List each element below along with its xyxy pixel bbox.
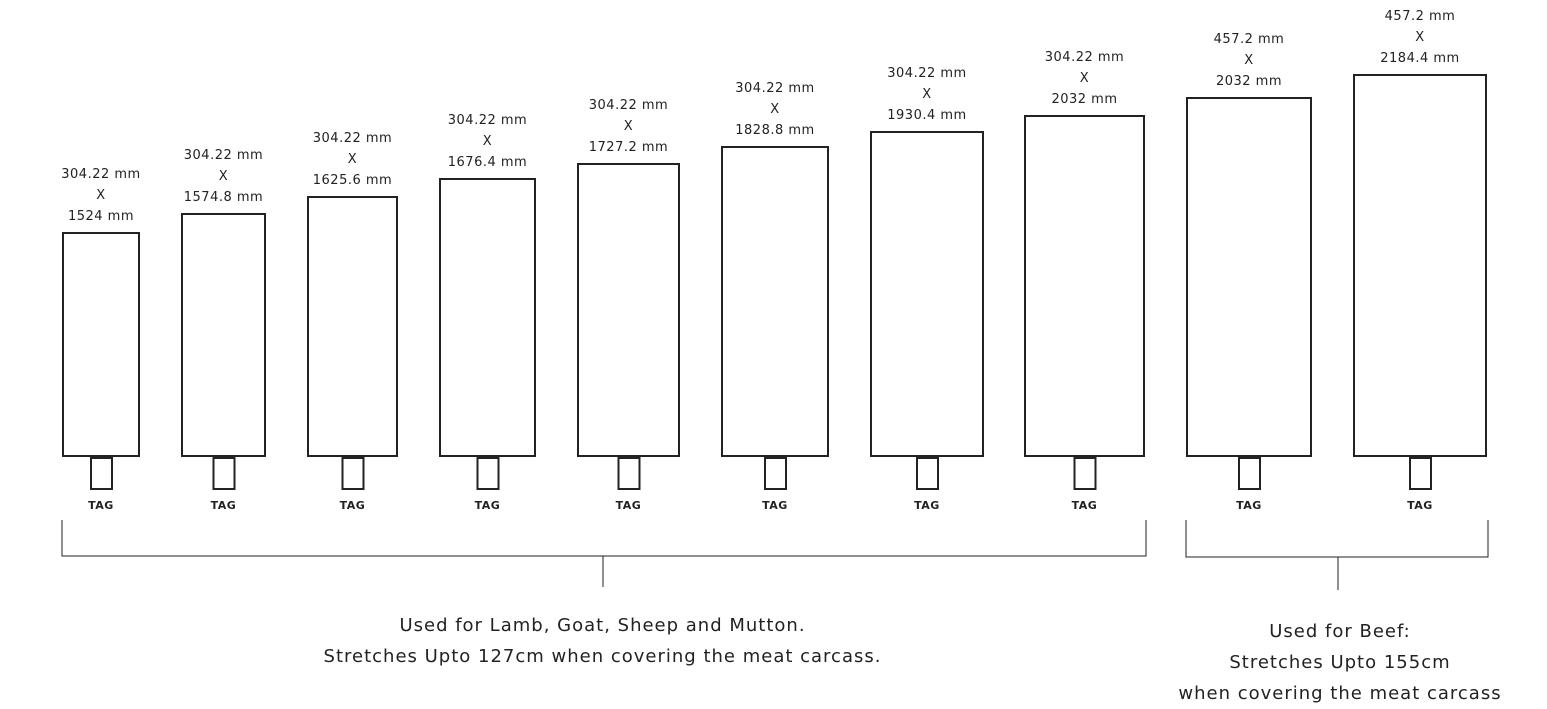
width-label: 304.22 mm	[448, 113, 527, 128]
height-label: 1625.6 mm	[313, 173, 392, 188]
size-item: 304.22 mm X 1524 mm TAG	[61, 167, 140, 512]
times-label: X	[483, 134, 492, 149]
tag-box	[1073, 457, 1097, 490]
bag-outline	[1024, 115, 1145, 457]
tag-label: TAG	[914, 499, 940, 512]
bag-outline	[181, 213, 266, 457]
width-label: 304.22 mm	[735, 81, 814, 96]
tag-box	[476, 457, 500, 490]
times-label: X	[624, 119, 633, 134]
height-label: 2032 mm	[1216, 74, 1282, 89]
times-label: X	[922, 87, 931, 102]
times-label: X	[219, 169, 228, 184]
times-label: X	[770, 102, 779, 117]
size-item: 304.22 mm X 1930.4 mm TAG	[870, 66, 984, 512]
tag-box	[90, 457, 113, 490]
bag-outline	[577, 163, 680, 457]
width-label: 457.2 mm	[1385, 9, 1456, 24]
caption-beef-line-2: Stretches Upto 155cm	[1229, 652, 1451, 673]
tag-label: TAG	[340, 499, 366, 512]
bag-outline	[721, 146, 829, 457]
tag-label: TAG	[88, 499, 114, 512]
tag-box	[1238, 457, 1261, 490]
size-items: 304.22 mm X 1524 mm TAG 304.22 mm X 1574.8 mm T…	[61, 9, 1487, 512]
times-label: X	[348, 152, 357, 167]
caption-lamb-line-2: Stretches Upto 127cm when covering the m…	[323, 646, 882, 667]
size-item: 304.22 mm X 1828.8 mm TAG	[721, 81, 829, 512]
tag-label: TAG	[475, 499, 501, 512]
height-label: 1828.8 mm	[735, 123, 814, 138]
size-item: 457.2 mm X 2184.4 mm TAG	[1353, 9, 1487, 512]
size-item: 304.22 mm X 1625.6 mm TAG	[307, 131, 398, 512]
tag-box	[764, 457, 787, 490]
bag-outline	[62, 232, 140, 457]
group-brackets	[61, 520, 1489, 590]
caption-lamb-line-1: Used for Lamb, Goat, Sheep and Mutton.	[399, 615, 806, 636]
tag-box	[212, 457, 236, 490]
bag-outline	[1186, 97, 1312, 457]
size-item: 457.2 mm X 2032 mm TAG	[1186, 32, 1312, 512]
size-item: 304.22 mm X 1574.8 mm TAG	[181, 148, 266, 512]
size-item: 304.22 mm X 1727.2 mm TAG	[577, 98, 680, 512]
caption-beef-line-3: when covering the meat carcass	[1178, 683, 1502, 704]
bracket-lamb-goat-sheep-mutton	[61, 520, 1147, 587]
size-item: 304.22 mm X 1676.4 mm TAG	[439, 113, 536, 512]
size-item: 304.22 mm X 2032 mm TAG	[1024, 50, 1145, 512]
times-label: X	[1415, 30, 1424, 45]
tag-label: TAG	[211, 499, 237, 512]
caption-beef-line-1: Used for Beef:	[1269, 621, 1411, 642]
times-label: X	[1080, 71, 1089, 86]
tag-box	[916, 457, 939, 490]
height-label: 1676.4 mm	[448, 155, 527, 170]
height-label: 1574.8 mm	[184, 190, 263, 205]
tag-label: TAG	[616, 499, 642, 512]
times-label: X	[96, 188, 105, 203]
bag-outline	[870, 131, 984, 457]
width-label: 304.22 mm	[887, 66, 966, 81]
width-label: 304.22 mm	[184, 148, 263, 163]
caption-beef: Used for Beef: Stretches Upto 155cm when…	[1140, 616, 1540, 709]
bag-outline	[1353, 74, 1487, 457]
height-label: 1524 mm	[68, 209, 134, 224]
caption-lamb-goat-sheep-mutton: Used for Lamb, Goat, Sheep and Mutton. S…	[240, 610, 965, 672]
tag-label: TAG	[1072, 499, 1098, 512]
tag-box	[1409, 457, 1432, 490]
width-label: 304.22 mm	[1045, 50, 1124, 65]
width-label: 304.22 mm	[61, 167, 140, 182]
times-label: X	[1244, 53, 1253, 68]
bracket-beef	[1185, 520, 1489, 590]
width-label: 304.22 mm	[313, 131, 392, 146]
tag-label: TAG	[762, 499, 788, 512]
width-label: 304.22 mm	[589, 98, 668, 113]
height-label: 2032 mm	[1051, 92, 1117, 107]
tag-label: TAG	[1407, 499, 1433, 512]
bag-outline	[439, 178, 536, 457]
height-label: 1930.4 mm	[887, 108, 966, 123]
height-label: 1727.2 mm	[589, 140, 668, 155]
height-label: 2184.4 mm	[1380, 51, 1459, 66]
width-label: 457.2 mm	[1214, 32, 1285, 47]
bag-outline	[307, 196, 398, 457]
tag-label: TAG	[1236, 499, 1262, 512]
tag-box	[341, 457, 365, 490]
tag-box	[617, 457, 641, 490]
